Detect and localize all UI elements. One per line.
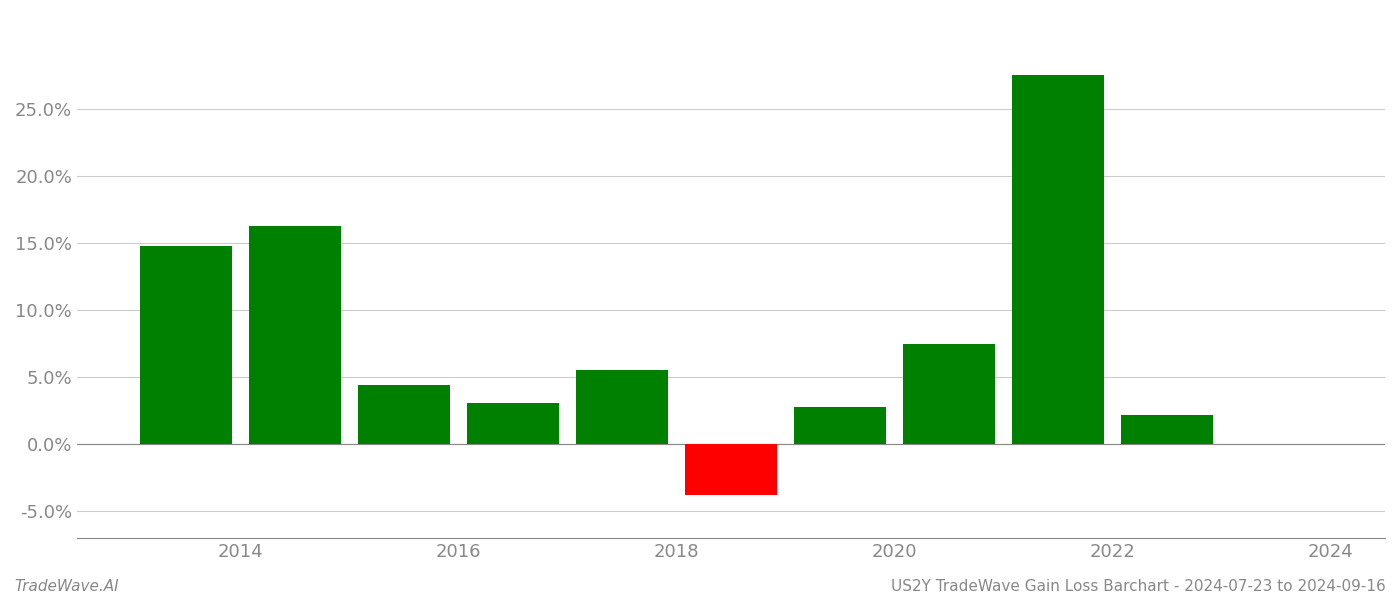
Text: US2Y TradeWave Gain Loss Barchart - 2024-07-23 to 2024-09-16: US2Y TradeWave Gain Loss Barchart - 2024… xyxy=(892,579,1386,594)
Bar xyxy=(1120,415,1214,444)
Bar xyxy=(685,444,777,495)
Bar xyxy=(357,385,451,444)
Bar xyxy=(903,344,995,444)
Bar xyxy=(794,407,886,444)
Bar xyxy=(466,403,560,444)
Bar xyxy=(249,226,342,444)
Bar xyxy=(140,246,232,444)
Bar xyxy=(575,370,668,444)
Text: TradeWave.AI: TradeWave.AI xyxy=(14,579,119,594)
Bar xyxy=(1012,76,1105,444)
